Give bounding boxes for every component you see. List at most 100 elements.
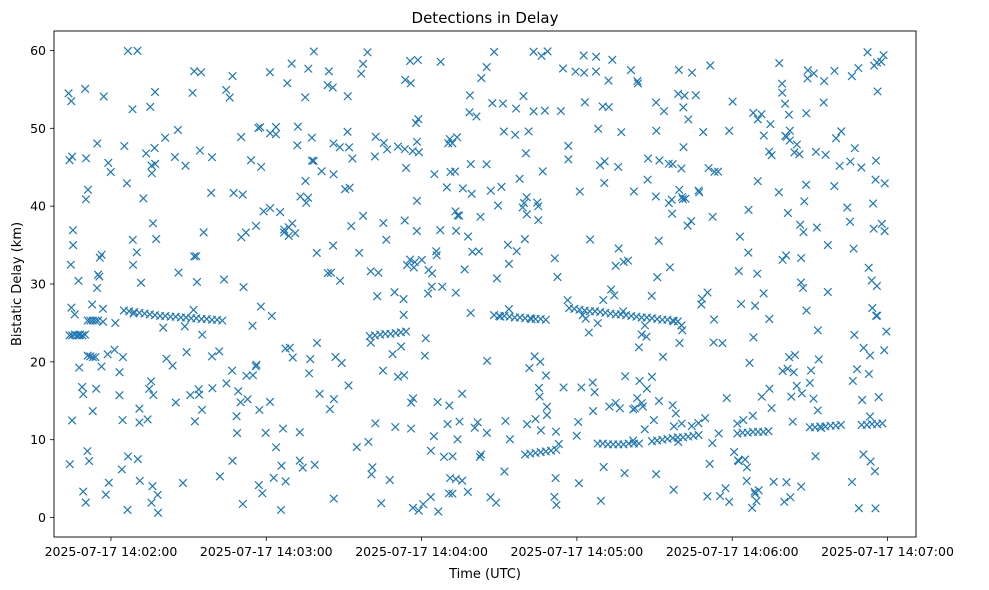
detection-point	[150, 143, 159, 153]
detection-point	[344, 381, 353, 390]
detection-point	[713, 167, 723, 176]
detection-point	[775, 58, 784, 68]
detection-point	[267, 311, 277, 321]
detection-point	[684, 115, 693, 124]
detection-point	[600, 178, 609, 188]
detection-point	[215, 347, 224, 356]
track-point-track-j	[694, 430, 703, 440]
detection-point	[640, 425, 649, 434]
detection-point	[427, 269, 437, 278]
detection-point	[143, 415, 152, 424]
detection-point	[482, 356, 492, 366]
detection-point	[379, 218, 388, 228]
detection-point	[722, 393, 732, 403]
detection-point	[323, 80, 332, 90]
detection-point	[178, 478, 188, 488]
detection-point	[293, 122, 303, 131]
detection-point	[423, 289, 433, 298]
detection-point	[579, 51, 588, 60]
detection-point	[706, 61, 715, 70]
detection-point	[232, 428, 242, 438]
detection-point	[872, 58, 882, 67]
track-point-track-a	[78, 331, 87, 340]
detection-point	[468, 247, 477, 256]
detection-point	[882, 327, 891, 336]
detection-point	[588, 406, 598, 416]
detection-point	[254, 123, 263, 133]
detection-point	[279, 225, 289, 234]
detection-point	[753, 115, 763, 124]
detection-point	[632, 393, 642, 403]
detection-point	[554, 439, 563, 449]
detection-point	[605, 402, 614, 411]
detection-point	[192, 251, 201, 261]
detection-point	[718, 338, 727, 348]
detection-point	[256, 302, 266, 311]
detection-point	[199, 228, 208, 237]
detection-point	[236, 132, 246, 142]
detection-point	[630, 404, 640, 413]
detection-point	[767, 403, 776, 413]
detection-point	[396, 342, 406, 351]
detection-point	[759, 289, 768, 298]
detection-point	[147, 161, 156, 170]
detection-point	[371, 419, 380, 428]
detection-point	[401, 163, 411, 173]
track-point-track-f	[541, 315, 551, 325]
detection-point	[750, 301, 760, 310]
detection-point	[642, 332, 651, 341]
detection-point	[694, 186, 703, 195]
detection-point	[430, 169, 439, 179]
detection-point	[123, 452, 133, 461]
detection-point	[188, 88, 197, 98]
detection-point	[118, 352, 128, 362]
detection-point	[655, 156, 664, 165]
detection-point	[390, 288, 399, 297]
detection-point	[724, 126, 734, 136]
detection-point	[457, 476, 467, 485]
detection-point	[759, 131, 769, 140]
detection-point	[778, 255, 787, 265]
detection-point	[783, 364, 792, 373]
detection-point	[135, 476, 145, 486]
detection-point	[787, 392, 796, 401]
detection-point	[599, 462, 608, 472]
detection-point	[850, 143, 860, 153]
detection-point	[160, 133, 170, 143]
detection-point	[251, 362, 261, 371]
detection-point	[110, 345, 119, 354]
detection-point	[248, 370, 258, 380]
detection-point	[433, 397, 442, 407]
detection-point	[271, 122, 281, 132]
detection-point	[97, 250, 106, 259]
detection-point	[744, 205, 753, 215]
detection-point	[197, 330, 207, 339]
detection-point	[519, 91, 528, 101]
detection-point	[880, 345, 889, 355]
detection-point	[452, 132, 462, 142]
detection-point	[868, 199, 878, 208]
detection-point	[854, 504, 864, 513]
detection-point	[454, 211, 464, 220]
x-axis-title: Time (UTC)	[448, 567, 521, 582]
detection-point	[206, 188, 216, 198]
detection-point	[402, 260, 412, 270]
detection-point	[259, 207, 268, 216]
detection-point	[801, 180, 811, 189]
detection-point	[115, 368, 124, 377]
detection-point	[877, 219, 887, 229]
detection-point	[417, 255, 427, 265]
detection-point	[614, 244, 623, 253]
detection-point	[705, 459, 714, 469]
detection-point	[153, 490, 162, 500]
detection-point	[647, 372, 657, 382]
detection-point	[728, 97, 737, 106]
detection-point	[436, 225, 445, 235]
track-point-track-m	[878, 419, 887, 428]
detection-point	[411, 118, 421, 128]
detection-point	[734, 266, 744, 276]
track-point-track-c	[83, 351, 92, 360]
detection-point	[747, 503, 757, 513]
detection-point	[700, 413, 710, 423]
detection-point	[866, 457, 875, 466]
